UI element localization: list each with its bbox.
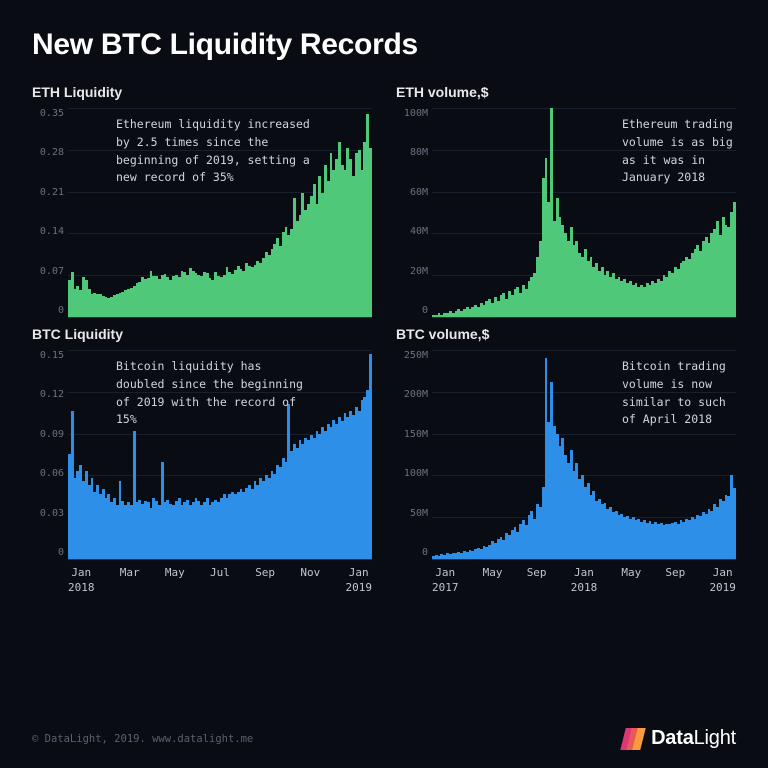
plot: Bitcoin trading volume is now similar to… (432, 350, 736, 560)
plot: Bitcoin liquidity has doubled since the … (68, 350, 372, 560)
logo-text: DataLight (651, 727, 736, 750)
plot: Ethereum trading volume is as big as it … (432, 108, 736, 318)
copyright: © DataLight, 2019. www.datalight.me (32, 733, 253, 745)
footer: © DataLight, 2019. www.datalight.me Data… (32, 727, 736, 750)
panel-title: BTC Liquidity (32, 326, 372, 342)
x-tick: May (165, 566, 185, 596)
y-axis: 0.150.120.090.060.030 (32, 350, 68, 560)
x-tick: Jan2018 (68, 566, 95, 596)
x-tick: Nov (300, 566, 320, 596)
annotation: Ethereum liquidity increased by 2.5 time… (116, 116, 316, 187)
chart-area: 100M80M60M40M20M0 Ethereum trading volume… (396, 108, 736, 318)
chart-area: 0.150.120.090.060.030 Bitcoin liquidity h… (32, 350, 372, 560)
xaxis-right: Jan2017 May Sep Jan2018 May Sep Jan2019 (396, 566, 736, 596)
x-tick: Mar (120, 566, 140, 596)
annotation: Bitcoin liquidity has doubled since the … (116, 358, 316, 429)
datalight-logo: DataLight (625, 727, 736, 750)
x-tick: Jan2018 (571, 566, 598, 596)
x-tick: May (621, 566, 641, 596)
chart-panel-eth_vol: ETH volume,$ 100M80M60M40M20M0 Ethereum tr… (396, 84, 736, 318)
xaxis-row: Jan2018 Mar May Jul Sep Nov Jan2019 Jan2017 May… (32, 566, 736, 596)
x-tick: Jan2019 (709, 566, 736, 596)
plot: Ethereum liquidity increased by 2.5 time… (68, 108, 372, 318)
chart-area: 250M200M150M100M50M0 Bitcoin trading volu… (396, 350, 736, 560)
page-title: New BTC Liquidity Records (32, 28, 736, 62)
panel-title: BTC volume,$ (396, 326, 736, 342)
chart-panel-btc_vol: BTC volume,$ 250M200M150M100M50M0 Bitcoin … (396, 326, 736, 560)
annotation: Ethereum trading volume is as big as it … (622, 116, 736, 187)
chart-area: 0.350.280.210.140.070 Ethereum liquidity … (32, 108, 372, 318)
x-tick: Sep (527, 566, 547, 596)
panel-title: ETH volume,$ (396, 84, 736, 100)
x-tick: Jul (210, 566, 230, 596)
x-tick: Jan2017 (432, 566, 459, 596)
y-axis: 250M200M150M100M50M0 (396, 350, 432, 560)
x-tick: May (483, 566, 503, 596)
panel-title: ETH Liquidity (32, 84, 372, 100)
x-tick: Jan2019 (345, 566, 372, 596)
annotation: Bitcoin trading volume is now similar to… (622, 358, 736, 429)
y-axis: 0.350.280.210.140.070 (32, 108, 68, 318)
xaxis-left: Jan2018 Mar May Jul Sep Nov Jan2019 (32, 566, 372, 596)
chart-grid: ETH Liquidity 0.350.280.210.140.070 Ethere… (32, 84, 736, 560)
logo-mark-icon (625, 728, 643, 750)
chart-panel-eth_liq: ETH Liquidity 0.350.280.210.140.070 Ethere… (32, 84, 372, 318)
x-tick: Sep (255, 566, 275, 596)
y-axis: 100M80M60M40M20M0 (396, 108, 432, 318)
x-tick: Sep (665, 566, 685, 596)
chart-panel-btc_liq: BTC Liquidity 0.150.120.090.060.030 Bitcoi… (32, 326, 372, 560)
